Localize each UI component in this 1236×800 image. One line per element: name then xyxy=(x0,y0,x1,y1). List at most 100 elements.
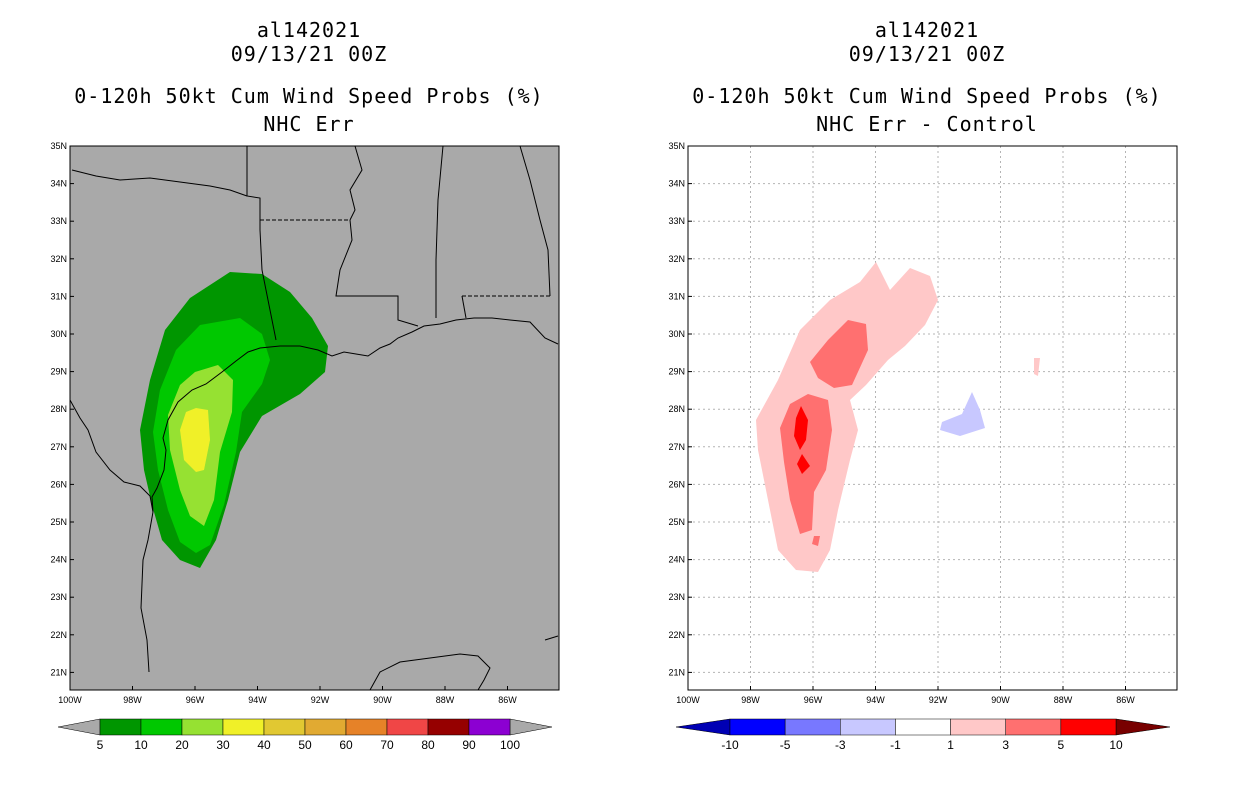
colorbar-swatch xyxy=(1005,718,1062,736)
left-colorbar: 5 10 20 30 40 50 60 70 80 90 100 xyxy=(57,718,553,752)
lat-label: 27N xyxy=(668,442,685,452)
colorbar-swatch xyxy=(840,718,896,736)
lat-label: 25N xyxy=(668,517,685,527)
colorbar-swatch xyxy=(222,718,265,736)
colorbar-label: 5 xyxy=(1058,738,1065,752)
lat-label: 32N xyxy=(668,254,685,264)
colorbar-label: -3 xyxy=(835,738,846,752)
right-datetime: 09/13/21 00Z xyxy=(848,42,1006,66)
right-lon-labels: 100W 98W 96W 94W 92W 90W 88W 86W xyxy=(676,686,1135,705)
colorbar-label: 30 xyxy=(216,738,230,752)
right-lat-labels: 35N 34N 33N 32N 31N 30N 29N 28N 27N 26N 25N 24N 23N 2… xyxy=(668,141,692,677)
lat-label: 33N xyxy=(668,216,685,226)
colorbar-low-arrow xyxy=(57,718,101,736)
lon-label: 98W xyxy=(123,695,142,705)
colorbar-swatch xyxy=(895,718,951,736)
lat-label: 32N xyxy=(50,254,67,264)
lon-label: 94W xyxy=(248,695,267,705)
colorbar-label: 50 xyxy=(298,738,312,752)
lat-label: 21N xyxy=(668,667,685,677)
diff-5-10-a xyxy=(794,406,808,450)
diff-5-10-b xyxy=(797,454,810,474)
colorbar-swatch xyxy=(386,718,429,736)
right-map: 35N 34N 33N 32N 31N 30N 29N 28N 27N 26N 25N 24N 23N 2… xyxy=(668,141,1178,705)
lat-label: 30N xyxy=(50,329,67,339)
lat-label: 22N xyxy=(50,630,67,640)
left-subtitle: NHC Err xyxy=(263,112,355,136)
colorbar-swatch xyxy=(468,718,511,736)
colorbar-label: 10 xyxy=(1109,738,1123,752)
colorbar-label: 20 xyxy=(175,738,189,752)
lat-label: 24N xyxy=(668,555,685,565)
lat-label: 23N xyxy=(668,592,685,602)
colorbar-swatch xyxy=(345,718,388,736)
colorbar-swatch xyxy=(263,718,306,736)
colorbar-label: 10 xyxy=(134,738,148,752)
left-datetime: 09/13/21 00Z xyxy=(230,42,388,66)
lat-label: 33N xyxy=(50,216,67,226)
diff-3-5 xyxy=(810,320,868,388)
lat-label: 34N xyxy=(50,179,67,189)
lat-label: 21N xyxy=(50,667,67,677)
colorbar-high-arrow xyxy=(1115,718,1171,736)
colorbar-label: 80 xyxy=(421,738,435,752)
colorbar-label: -1 xyxy=(890,738,901,752)
colorbar-label: -10 xyxy=(721,738,739,752)
lon-label: 88W xyxy=(436,695,455,705)
colorbar-label: 1 xyxy=(947,738,954,752)
lon-label: 100W xyxy=(676,695,700,705)
lon-label: 92W xyxy=(311,695,330,705)
diff-1-3-east xyxy=(1034,358,1040,376)
lat-label: 27N xyxy=(50,442,67,452)
right-difference-contours xyxy=(756,262,1040,572)
lat-label: 35N xyxy=(50,141,67,151)
right-colorbar: -10 -5 -3 -1 1 3 5 10 xyxy=(675,718,1171,752)
lat-label: 24N xyxy=(50,555,67,565)
lon-label: 86W xyxy=(498,695,517,705)
left-map: 35N 34N 33N 32N 31N 30N 29N 28N 27N 26N 25N 24N 23N 2… xyxy=(50,141,560,705)
left-lon-labels: 100W 98W 96W 94W 92W 90W 88W 86W xyxy=(58,686,517,705)
colorbar-high-arrow xyxy=(509,718,553,736)
lat-label: 29N xyxy=(668,367,685,377)
lat-label: 34N xyxy=(668,179,685,189)
lat-label: 28N xyxy=(668,404,685,414)
left-probability-contours xyxy=(140,272,328,568)
contour-30-40 xyxy=(180,408,210,472)
right-map-frame xyxy=(687,145,1178,691)
colorbar-label: 100 xyxy=(500,738,520,752)
colorbar-swatch xyxy=(427,718,470,736)
lat-label: 30N xyxy=(668,329,685,339)
diff-3-5-tip xyxy=(812,536,820,546)
lon-label: 96W xyxy=(804,695,823,705)
colorbar-swatch xyxy=(181,718,224,736)
lon-label: 90W xyxy=(991,695,1010,705)
lat-label: 28N xyxy=(50,404,67,414)
diff-neg-1-3 xyxy=(940,392,985,436)
left-lat-labels: 35N 34N 33N 32N 31N 30N 29N 28N 27N 26N 25N 24N 23N 2… xyxy=(50,141,74,677)
colorbar-swatch xyxy=(140,718,183,736)
colorbar-low-arrow xyxy=(675,718,731,736)
lon-label: 90W xyxy=(373,695,392,705)
lat-label: 31N xyxy=(668,291,685,301)
colorbar-swatch xyxy=(950,718,1006,736)
colorbar-label: 70 xyxy=(380,738,394,752)
left-storm-id: al142021 xyxy=(256,18,362,42)
colorbar-swatch xyxy=(1060,718,1117,736)
colorbar-swatch xyxy=(304,718,347,736)
colorbar-swatch xyxy=(99,718,142,736)
lon-label: 96W xyxy=(186,695,205,705)
colorbar-swatch xyxy=(729,718,786,736)
lon-label: 88W xyxy=(1054,695,1073,705)
right-subtitle: NHC Err - Control xyxy=(816,112,1038,136)
lat-label: 29N xyxy=(50,367,67,377)
lat-label: 23N xyxy=(50,592,67,602)
left-title: 0-120h 50kt Cum Wind Speed Probs (%) xyxy=(74,84,544,108)
colorbar-label: 40 xyxy=(257,738,271,752)
lat-label: 31N xyxy=(50,291,67,301)
colorbar-label: -5 xyxy=(780,738,791,752)
colorbar-label: 90 xyxy=(462,738,476,752)
colorbar-label: 60 xyxy=(339,738,353,752)
lon-label: 94W xyxy=(866,695,885,705)
lon-label: 86W xyxy=(1116,695,1135,705)
right-title: 0-120h 50kt Cum Wind Speed Probs (%) xyxy=(692,84,1162,108)
